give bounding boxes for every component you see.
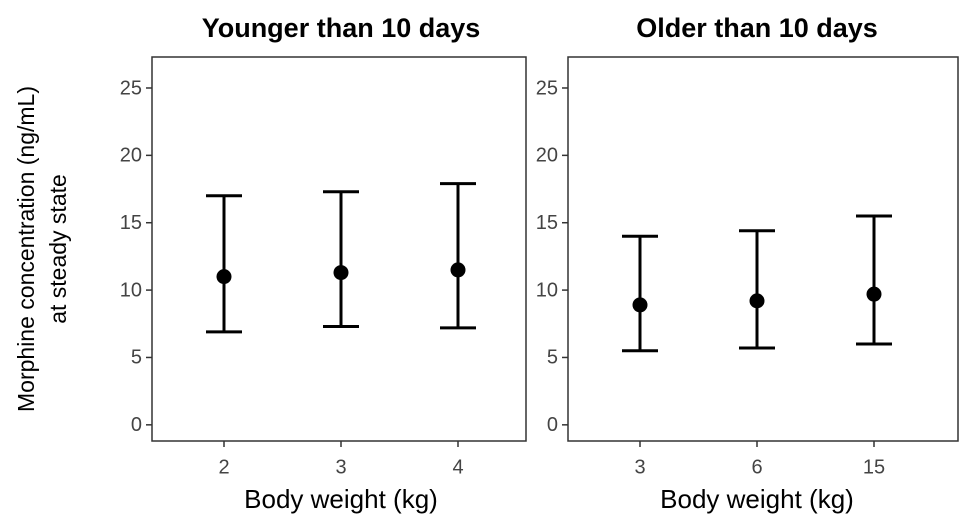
x-tick-label: 3 xyxy=(335,456,346,478)
y-tick-label: 15 xyxy=(536,212,558,234)
x-tick-label: 15 xyxy=(863,456,885,478)
panel-title: Younger than 10 days xyxy=(202,13,481,43)
panel-frame xyxy=(567,56,959,442)
point xyxy=(749,293,765,309)
panel-frame xyxy=(151,56,527,442)
x-tick-label: 2 xyxy=(218,456,229,478)
x-axis-label: Body weight (kg) xyxy=(244,484,438,514)
point xyxy=(632,297,648,313)
y-tick-label: 5 xyxy=(547,347,558,369)
y-axis-label: Morphine concentration (ng/mL) xyxy=(13,86,39,412)
x-tick-label: 4 xyxy=(452,456,463,478)
y-axis-label: at steady state xyxy=(45,174,71,324)
y-tick-label: 0 xyxy=(131,414,142,436)
y-tick-label: 0 xyxy=(547,414,558,436)
y-tick-label: 15 xyxy=(120,212,142,234)
y-tick-label: 10 xyxy=(536,279,558,301)
x-axis-label: Body weight (kg) xyxy=(660,484,854,514)
point xyxy=(450,262,466,278)
point xyxy=(866,286,882,302)
y-tick-label: 20 xyxy=(120,145,142,167)
x-tick-label: 3 xyxy=(634,456,645,478)
y-tick-label: 25 xyxy=(120,77,142,99)
point xyxy=(216,269,232,285)
panel-title: Older than 10 days xyxy=(636,13,878,43)
y-tick-label: 25 xyxy=(536,77,558,99)
x-tick-label: 6 xyxy=(751,456,762,478)
point xyxy=(333,265,349,281)
y-tick-label: 5 xyxy=(131,347,142,369)
y-tick-label: 20 xyxy=(536,145,558,167)
y-tick-label: 10 xyxy=(120,279,142,301)
